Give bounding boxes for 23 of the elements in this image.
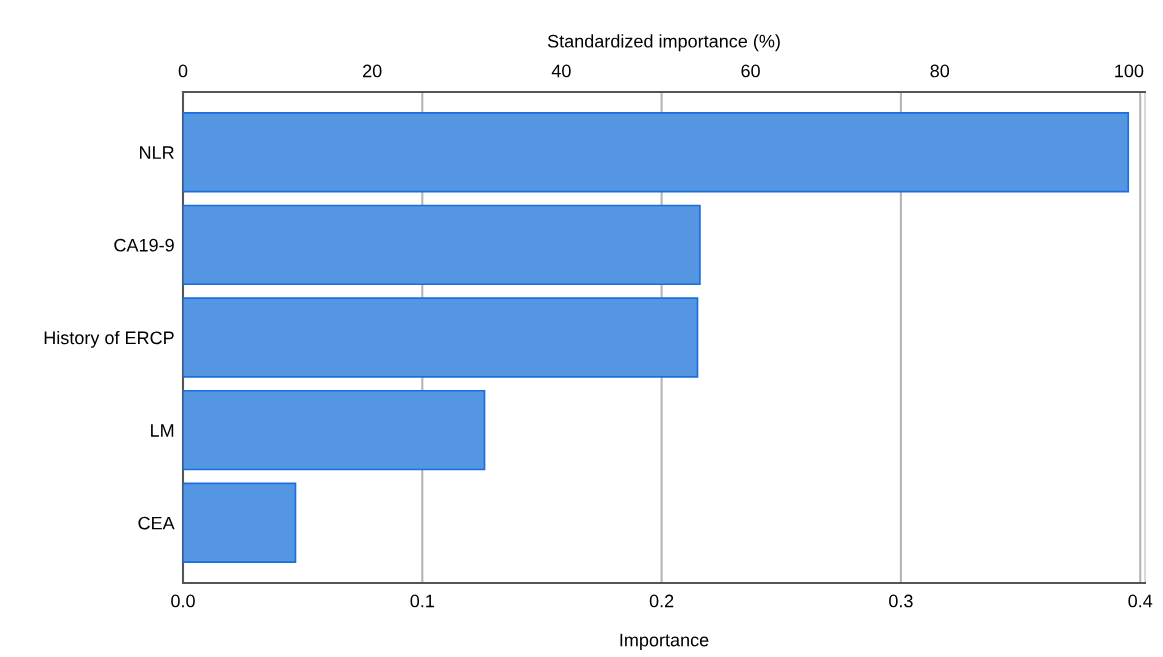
bar — [183, 112, 1130, 193]
x-tick-label: 0.3 — [889, 594, 913, 608]
bar — [183, 204, 701, 286]
bar — [183, 297, 699, 378]
x2-tick-label: 40 — [551, 64, 571, 78]
x2-tick-label: 0 — [178, 64, 188, 78]
bar — [183, 482, 297, 563]
x-tick-label: 0.2 — [649, 594, 674, 608]
y-tick-label: History of ERCP — [44, 330, 174, 348]
y-tick-label: NLR — [140, 146, 174, 159]
x2-tick-label: 80 — [930, 64, 950, 78]
y-tick-label: CEA — [138, 516, 175, 530]
x2-tick-label: 100 — [1115, 64, 1144, 78]
x2-axis-title: Standardized importance (%) — [547, 34, 780, 52]
y-tick-label: LM — [151, 424, 174, 437]
x-tick-label: 0.0 — [171, 594, 195, 608]
x-axis-title: Importance — [620, 633, 709, 650]
x-tick-label: 0.1 — [410, 594, 434, 608]
bar — [183, 389, 486, 471]
x2-tick-label: 60 — [741, 64, 760, 78]
y-tick-label: CA19-9 — [114, 238, 174, 252]
x-tick-label: 0.4 — [1128, 594, 1153, 608]
x2-tick-label: 20 — [363, 64, 382, 78]
